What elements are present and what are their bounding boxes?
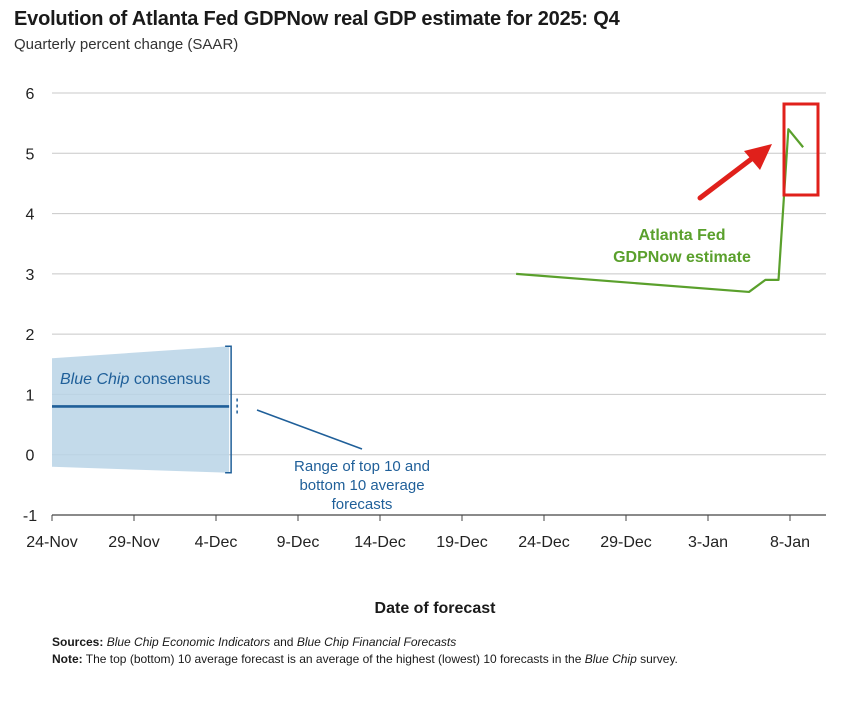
y-tick-label: 0 (26, 448, 35, 465)
gdpnow-label-line2: GDPNow estimate (613, 249, 751, 266)
y-tick-label: 3 (26, 267, 35, 284)
bluechip-label-rest: consensus (129, 371, 210, 388)
range-band-layer (52, 345, 238, 474)
bluechip-label: Blue Chip consensus (60, 371, 210, 388)
range-label-line2: bottom 10 average (299, 477, 424, 494)
x-tick-label: 29-Dec (600, 534, 652, 551)
x-tick-label: 24-Dec (518, 534, 570, 551)
chart-title: Evolution of Atlanta Fed GDPNow real GDP… (14, 8, 620, 30)
x-tick-label: 29-Nov (108, 534, 160, 551)
note-text-2: survey. (636, 652, 678, 666)
range-band (52, 346, 230, 473)
y-tick-label: 6 (26, 86, 35, 103)
range-leader-line (256, 409, 363, 450)
note-italic: Blue Chip (584, 652, 637, 666)
range-label-line1: Range of top 10 and (294, 458, 430, 475)
range-bracket (225, 345, 232, 474)
x-tick-label: 4-Dec (195, 534, 238, 551)
x-axis-label: Date of forecast (374, 600, 496, 617)
chart: -1 0 1 2 3 4 5 6 24-Nov 29-Nov 4-Dec 9-Dec 14-Dec 19… (23, 86, 826, 551)
note-text-1: The top (bottom) 10 average forecast is … (82, 652, 585, 666)
note-label: Note: (52, 652, 83, 666)
source-1: Blue Chip Economic Indicators (106, 635, 271, 649)
annotations-layer: Atlanta Fed GDPNow estimate Blue Chip cons… (60, 102, 820, 513)
y-tick-label: 2 (26, 327, 35, 344)
sources-and: and (270, 635, 297, 649)
highlight-box (782, 102, 820, 197)
y-tick-label: 5 (26, 146, 35, 163)
x-tick-label: 19-Dec (436, 534, 488, 551)
y-axis-ticks: -1 0 1 2 3 4 5 6 (23, 86, 37, 525)
series-layer (52, 128, 804, 408)
x-tick-label: 3-Jan (688, 534, 728, 551)
y-tick-label: -1 (23, 508, 37, 525)
chart-subtitle: Quarterly percent change (SAAR) (14, 36, 239, 53)
chart-notes: Sources: Blue Chip Economic Indicators a… (52, 634, 678, 668)
source-2: Blue Chip Financial Forecasts (296, 635, 457, 649)
gdpnow-label-line1: Atlanta Fed (638, 227, 725, 244)
bluechip-label-italic: Blue Chip (60, 371, 129, 388)
sources-line: Sources: Blue Chip Economic Indicators a… (52, 634, 678, 651)
highlight-arrow-shaft (697, 154, 757, 201)
x-tick-label: 24-Nov (26, 534, 78, 551)
x-axis-ticks: 24-Nov 29-Nov 4-Dec 9-Dec 14-Dec 19-Dec 24-Dec… (26, 515, 810, 551)
note-line: Note: The top (bottom) 10 average foreca… (52, 651, 678, 668)
x-tick-label: 8-Jan (770, 534, 810, 551)
range-label-line3: forecasts (332, 496, 393, 513)
gdpnow-line (516, 128, 804, 294)
x-tick-label: 14-Dec (354, 534, 406, 551)
y-tick-label: 4 (26, 207, 35, 224)
highlight-arrow-head (744, 144, 772, 170)
sources-label: Sources: (52, 635, 104, 649)
y-tick-label: 1 (26, 387, 35, 404)
x-tick-label: 9-Dec (277, 534, 320, 551)
